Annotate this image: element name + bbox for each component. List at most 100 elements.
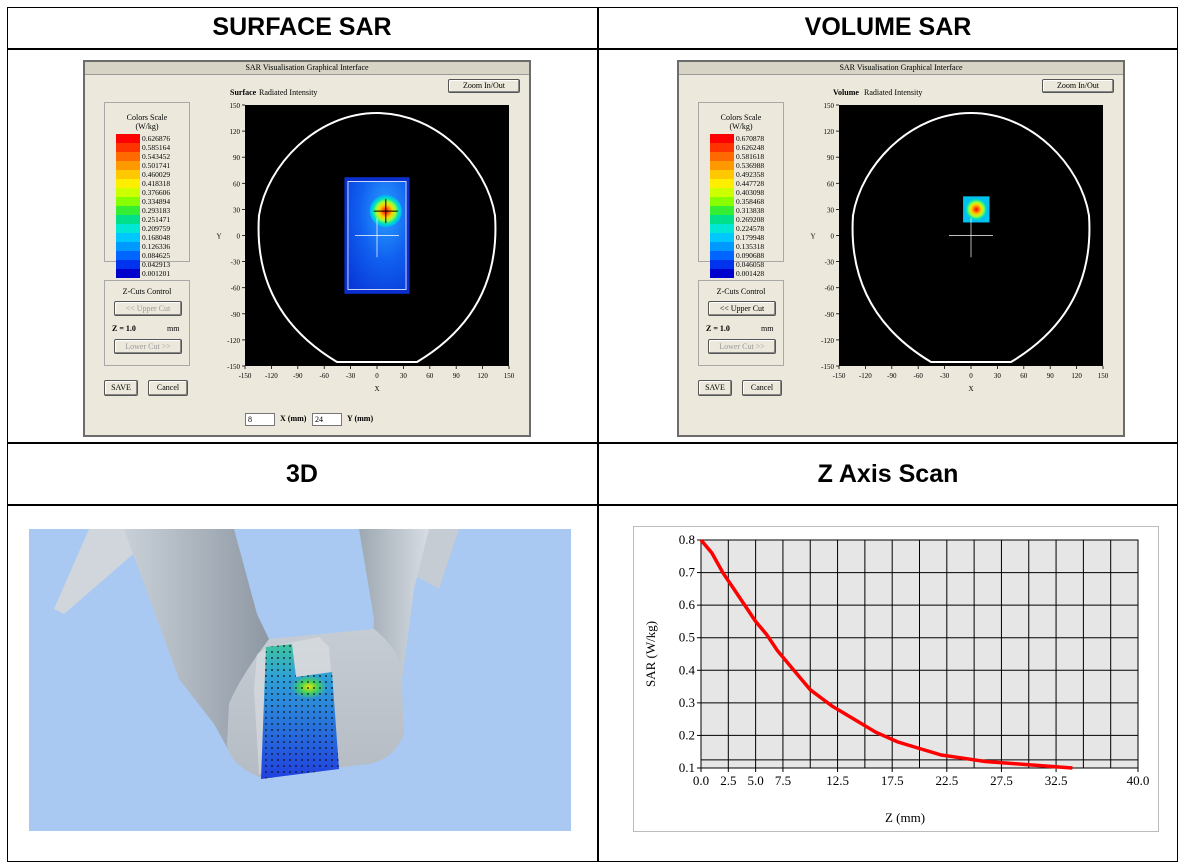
surface-sar-plot[interactable]: 150 120 90 60 30 0 -30 -60 -90 -120 -150-150 -120 -9…	[200, 100, 518, 400]
y-tick-label: 0.8	[679, 532, 695, 547]
scale-value: 0.046058	[736, 260, 765, 269]
scale-swatch	[116, 269, 140, 278]
y-tick-label: 0.3	[679, 695, 695, 710]
x-tick-label: -30	[940, 372, 950, 380]
x-tick-label: 120	[1071, 372, 1082, 380]
zoom-button[interactable]: Zoom In/Out	[448, 79, 520, 93]
scale-value: 0.179948	[736, 233, 765, 242]
scale-swatch	[116, 224, 140, 233]
plot-border	[700, 539, 1139, 769]
scale-swatch	[116, 143, 140, 152]
scale-title: Colors Scale	[126, 113, 168, 122]
scale-swatch	[710, 197, 734, 206]
scale-swatch	[116, 179, 140, 188]
scale-value: 0.358468	[736, 197, 765, 206]
scale-entry: 0.084625	[116, 251, 226, 260]
zoom-button[interactable]: Zoom In/Out	[1042, 79, 1114, 93]
x-tick-label: 60	[1020, 372, 1028, 380]
scale-value: 0.626876	[142, 134, 171, 143]
cancel-button[interactable]: Cancel	[742, 380, 782, 396]
x-axis-label: X	[374, 385, 379, 393]
upper-cut-button[interactable]: << Upper Cut	[708, 301, 776, 316]
x-coordinate-input[interactable]: 8	[245, 413, 275, 426]
scale-value: 0.501741	[142, 161, 171, 170]
scale-swatch	[116, 134, 140, 143]
scale-entry: 0.269208	[710, 215, 820, 224]
scale-value: 0.403098	[736, 188, 765, 197]
y-tick-label: -90	[231, 311, 241, 319]
y-axis-label: SAR (W/kg)	[643, 621, 658, 687]
scale-entry: 0.492358	[710, 170, 820, 179]
caption-z-axis-scan: Z Axis Scan	[817, 460, 959, 488]
z-value: Z = 1.0	[706, 324, 730, 333]
y-tick-label: 0.7	[679, 565, 696, 580]
3d-phantom-view[interactable]	[29, 529, 571, 831]
colors-scale-panel: Colors Scale (W/kg) 0.670878 0.626248 0.58…	[698, 102, 784, 278]
x-tick-label: 0	[375, 372, 379, 380]
scale-swatch	[710, 206, 734, 215]
scale-swatch	[116, 161, 140, 170]
x-tick-label: -90	[293, 372, 303, 380]
figure-table	[7, 7, 1178, 862]
x-tick-label: 5.0	[748, 773, 764, 788]
color-scale: 0.670878 0.626248 0.581618 0.536988 0.492358…	[710, 134, 784, 278]
y-tick-label: 0.6	[679, 597, 696, 612]
sar-curve	[699, 538, 1073, 770]
scale-entry: 0.376606	[116, 188, 226, 197]
scale-entry: 0.418318	[116, 179, 226, 188]
y-tick-label: 60	[827, 180, 835, 188]
z-cuts-title: Z-Cuts Control	[122, 287, 172, 296]
y-tick-label: 90	[233, 154, 241, 162]
y-tick-label: 60	[233, 180, 241, 188]
upper-cut-button[interactable]: << Upper Cut	[114, 301, 182, 316]
scale-value: 0.168048	[142, 233, 171, 242]
x-tick-label: 30	[994, 372, 1002, 380]
y-tick-label: 0.2	[679, 727, 695, 742]
scale-value: 0.447728	[736, 179, 765, 188]
scale-entry: 0.293183	[116, 206, 226, 215]
save-button[interactable]: SAVE	[698, 380, 732, 396]
cancel-button[interactable]: Cancel	[148, 380, 188, 396]
scale-value: 0.492358	[736, 170, 765, 179]
x-axis-label: Z (mm)	[885, 810, 925, 825]
x-tick-label: 60	[426, 372, 434, 380]
scale-entry: 0.581618	[710, 152, 820, 161]
mode-label: Surface	[230, 88, 257, 97]
x-tick-label: 0	[969, 372, 973, 380]
y-tick-label: -30	[825, 259, 835, 267]
volume-sar-plot[interactable]: 150 120 90 60 30 0 -30 -60 -90 -120 -150-150 -120 -9…	[794, 100, 1112, 400]
left-wing	[54, 529, 149, 614]
scale-swatch	[116, 206, 140, 215]
x-tick-label: -30	[346, 372, 356, 380]
scale-swatch	[710, 152, 734, 161]
x-tick-label: 150	[1098, 372, 1109, 380]
caption-volume-sar: VOLUME SAR	[804, 13, 972, 41]
scale-entry: 0.358468	[710, 197, 820, 206]
lower-cut-button[interactable]: Lower Cut >>	[708, 339, 776, 354]
row-divider-2	[7, 442, 1178, 444]
volume-sar-window: SAR Visualisation Graphical Interface Zo…	[677, 60, 1125, 437]
y-tick-label: -60	[231, 285, 241, 293]
y-tick-label: 120	[824, 128, 835, 136]
scale-entry: 0.543452	[116, 152, 226, 161]
lower-cut-button[interactable]: Lower Cut >>	[114, 339, 182, 354]
scale-value: 0.460029	[142, 170, 171, 179]
x-tick-label: -60	[914, 372, 924, 380]
scale-value: 0.090688	[736, 251, 765, 260]
scale-swatch	[710, 260, 734, 269]
mode-description: Radiated Intensity	[864, 88, 923, 97]
scale-swatch	[710, 161, 734, 170]
y-tick-label: -150	[821, 363, 834, 371]
y-tick-label: -150	[227, 363, 240, 371]
x-coordinate-label: X (mm)	[280, 414, 307, 423]
x-tick-label: 0.0	[693, 773, 709, 788]
z-value: Z = 1.0	[112, 324, 136, 333]
scale-entry: 0.313838	[710, 206, 820, 215]
scale-entry: 0.334894	[116, 197, 226, 206]
y-tick-label: -120	[227, 337, 240, 345]
scale-entry: 0.501741	[116, 161, 226, 170]
save-button[interactable]: SAVE	[104, 380, 138, 396]
y-coordinate-input[interactable]: 24	[312, 413, 342, 426]
y-tick-label: 0	[831, 233, 835, 241]
scale-entry: 0.626248	[710, 143, 820, 152]
